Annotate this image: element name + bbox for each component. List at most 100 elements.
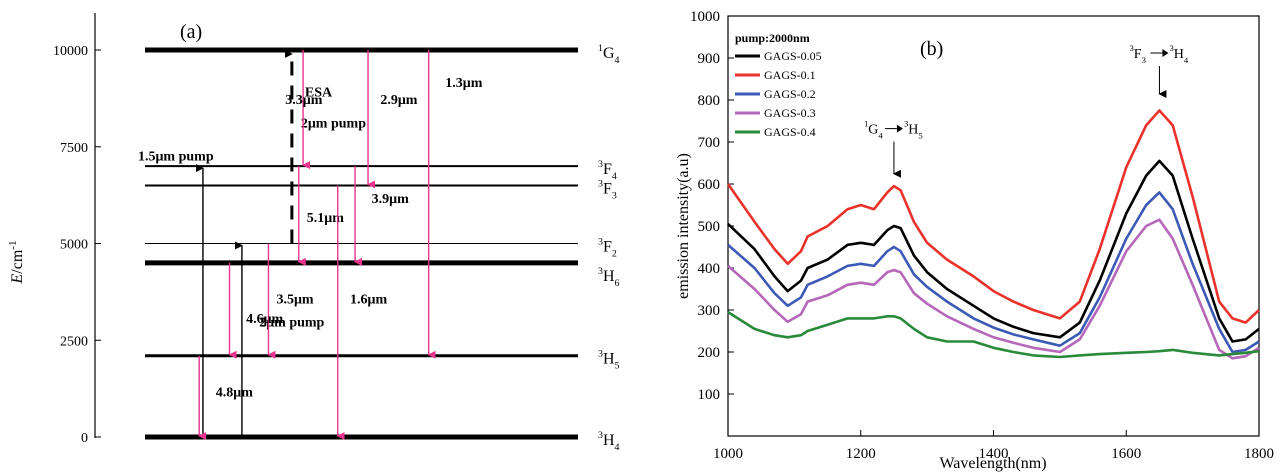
level-label-3F3-sub: 3 xyxy=(612,190,617,201)
panel-a-y-axis-label: E/cm-1 xyxy=(7,241,26,285)
level-label-3H6-sup: 3 xyxy=(598,266,603,277)
annotation-from: 3F3 xyxy=(1129,43,1145,65)
legend-label: GAGS-0.4 xyxy=(764,125,816,139)
y-tick-label: 400 xyxy=(698,261,721,277)
annotation-from-base: F xyxy=(1134,47,1142,62)
level-label-3H4-sub: 4 xyxy=(615,442,620,453)
level-label-1G4-sup: 1 xyxy=(598,43,603,54)
annotation-to-sup: 3 xyxy=(904,119,908,129)
y-tick-label: 800 xyxy=(698,93,721,109)
level-label-3F4-base: F xyxy=(603,161,612,178)
emission-label: 4.8μm xyxy=(216,385,253,400)
emission-chart: (b) Wavelength(nm) emission intensity(a.… xyxy=(675,9,1274,472)
level-label-3F2-sup: 3 xyxy=(598,237,603,248)
emission-label: 3.9μm xyxy=(372,192,409,207)
legend-label: GAGS-0.3 xyxy=(764,106,816,120)
level-label-3H4-base: H xyxy=(603,432,615,449)
y-tick-label: 0 xyxy=(81,431,88,446)
y-tick-label: 1000 xyxy=(690,9,720,25)
emission-label: 1.3μm xyxy=(445,76,482,91)
annotation-label: 1G4 3H5 xyxy=(864,119,923,141)
y-tick-label: 100 xyxy=(698,387,721,403)
level-label-3H6-base: H xyxy=(603,268,615,285)
annotation-to: 3H5 xyxy=(904,119,923,141)
level-label-3H6-sub: 6 xyxy=(615,278,620,289)
pump-arrow-label: 2μm pump xyxy=(259,316,324,331)
panel-a-label: (a) xyxy=(180,21,202,43)
level-label-3H6: 3H6 xyxy=(598,266,620,289)
esa-pump-label: 2μm pump xyxy=(301,116,366,131)
level-label-3F4-sup: 3 xyxy=(598,159,603,170)
annotation-to-sub: 4 xyxy=(1184,55,1189,65)
level-label-3F3-base: F xyxy=(603,180,612,197)
annotation-to-sub: 5 xyxy=(918,131,922,141)
y-tick-label: 600 xyxy=(698,177,721,193)
series-line-GAGS-0.2 xyxy=(727,191,1260,354)
x-tick-label: 1400 xyxy=(979,446,1009,462)
y-tick-label: 10000 xyxy=(53,44,88,59)
level-label-3H5-base: H xyxy=(603,351,615,368)
y-tick-label: 7500 xyxy=(60,141,88,156)
level-label-3F2-base: F xyxy=(603,239,612,256)
annotation-from-sup: 3 xyxy=(1129,43,1133,53)
series-line-GAGS-0.05 xyxy=(727,159,1260,343)
level-label-3H4-sup: 3 xyxy=(598,430,603,441)
x-tick-label: 1800 xyxy=(1244,446,1274,462)
annotation-from-base: G xyxy=(868,123,878,138)
pump-arrow-label: 1.5μm pump xyxy=(138,149,214,164)
annotation-arrow-head xyxy=(1162,49,1169,57)
level-label-1G4-sub: 4 xyxy=(615,55,620,66)
x-tick-label: 1200 xyxy=(846,446,876,462)
level-label-3F3-sup: 3 xyxy=(598,178,603,189)
annotation-from: 1G4 xyxy=(864,119,883,141)
x-tick-label: 1000 xyxy=(713,446,743,462)
level-label-3F4: 3F4 xyxy=(598,159,617,182)
level-label-1G4: 1G4 xyxy=(598,43,620,66)
legend-label: GAGS-0.1 xyxy=(764,68,816,82)
legend-label: GAGS-0.05 xyxy=(764,49,822,63)
x-tick-label: 1600 xyxy=(1111,446,1141,462)
annotation-from-sup: 1 xyxy=(864,119,868,129)
annotation-to-base: H xyxy=(1174,47,1184,62)
annotation-from-sub: 3 xyxy=(1142,55,1146,65)
level-label-3F4-sub: 4 xyxy=(612,171,617,182)
level-label-3F3: 3F3 xyxy=(598,178,617,201)
annotation-arrow-head xyxy=(896,124,903,133)
level-label-3F2-sub: 2 xyxy=(612,249,617,260)
y-tick-label: 900 xyxy=(698,51,721,67)
legend-title: pump:2000nm xyxy=(735,31,810,45)
y-tick-label: 200 xyxy=(698,345,721,361)
series-line-GAGS-0.4 xyxy=(727,311,1260,359)
y-tick-label: 300 xyxy=(698,303,721,319)
y-tick-label: 2500 xyxy=(60,334,88,349)
emission-label: 4.6μm xyxy=(246,312,283,327)
y-axis-title: emission intensity(a.u) xyxy=(675,153,692,299)
annotation-to-base: H xyxy=(908,123,918,138)
level-label-3H5-sup: 3 xyxy=(598,349,603,360)
esa-label: ESA xyxy=(305,85,333,100)
emission-label: 5.1μm xyxy=(307,211,344,226)
emission-label: 3.3μm xyxy=(285,93,322,108)
emission-label: 2.9μm xyxy=(380,93,417,108)
series-line-GAGS-0.3 xyxy=(727,218,1260,360)
level-label-3H5-sub: 5 xyxy=(615,361,620,372)
x-axis-title: Wavelength(nm) xyxy=(939,455,1046,472)
panel-b-label: (b) xyxy=(920,38,943,60)
legend-label: GAGS-0.2 xyxy=(764,87,816,101)
level-label-3H5: 3H5 xyxy=(598,349,620,372)
annotation-from-sub: 4 xyxy=(878,131,883,141)
level-label-3F2: 3F2 xyxy=(598,237,617,260)
annotation-to: 3H4 xyxy=(1169,43,1188,65)
level-label-3H4: 3H4 xyxy=(598,430,620,453)
y-tick-label: 5000 xyxy=(60,238,88,253)
annotation-to-sup: 3 xyxy=(1169,43,1173,53)
emission-label: 1.6μm xyxy=(350,292,387,307)
emission-label: 3.5μm xyxy=(276,292,313,307)
y-tick-label: 700 xyxy=(698,135,721,151)
y-tick-label: 500 xyxy=(698,219,721,235)
series-line-GAGS-0.1 xyxy=(726,109,1260,324)
level-label-1G4-base: G xyxy=(603,45,615,62)
